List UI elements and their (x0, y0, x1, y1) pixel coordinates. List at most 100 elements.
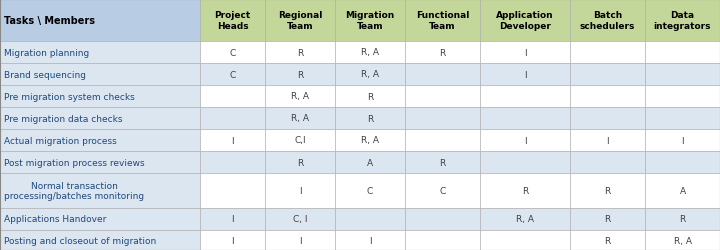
Text: I: I (681, 136, 684, 145)
Bar (265, 42, 335, 64)
Bar (405, 108, 480, 130)
Text: R: R (604, 186, 611, 195)
Bar (200, 130, 265, 152)
Bar (405, 230, 480, 250)
Text: Functional
Team: Functional Team (416, 11, 469, 30)
Bar (645, 42, 720, 64)
Bar (405, 86, 480, 108)
Text: Data
integrators: Data integrators (654, 11, 711, 30)
Text: C,I: C,I (294, 136, 306, 145)
Text: Posting and closeout of migration: Posting and closeout of migration (4, 236, 156, 246)
Bar (335, 152, 405, 173)
Text: Normal transaction
processing/batches monitoring: Normal transaction processing/batches mo… (4, 181, 144, 201)
Text: I: I (299, 186, 301, 195)
Bar (480, 173, 570, 208)
Bar (265, 86, 335, 108)
Bar (200, 108, 265, 130)
Bar (0, 208, 200, 230)
Bar (0, 86, 200, 108)
Bar (480, 42, 570, 64)
Bar (570, 42, 645, 64)
Bar (480, 208, 570, 230)
Text: Actual migration process: Actual migration process (4, 136, 117, 145)
Text: R, A: R, A (291, 114, 309, 123)
Bar (200, 64, 265, 86)
Bar (200, 208, 265, 230)
Bar (405, 208, 480, 230)
Text: C: C (230, 70, 235, 79)
Bar (645, 0, 720, 42)
Text: R: R (439, 158, 446, 167)
Bar (0, 230, 200, 250)
Text: Brand sequencing: Brand sequencing (4, 70, 86, 79)
Bar (335, 108, 405, 130)
Bar (480, 86, 570, 108)
Text: R: R (297, 158, 303, 167)
Text: R, A: R, A (361, 70, 379, 79)
Bar (480, 152, 570, 173)
Text: Pre migration system checks: Pre migration system checks (4, 92, 135, 101)
Bar (645, 152, 720, 173)
Bar (570, 64, 645, 86)
Bar (570, 0, 645, 42)
Bar (405, 42, 480, 64)
Text: Applications Handover: Applications Handover (4, 215, 107, 224)
Text: I: I (299, 236, 301, 246)
Text: I: I (523, 70, 526, 79)
Text: I: I (231, 236, 234, 246)
Bar (570, 230, 645, 250)
Bar (265, 152, 335, 173)
Bar (0, 152, 200, 173)
Bar (200, 0, 265, 42)
Text: R, A: R, A (516, 215, 534, 224)
Text: R, A: R, A (361, 48, 379, 57)
Bar (0, 0, 200, 42)
Bar (570, 208, 645, 230)
Text: A: A (367, 158, 373, 167)
Text: C: C (367, 186, 373, 195)
Text: R: R (604, 236, 611, 246)
Text: I: I (523, 136, 526, 145)
Bar (265, 64, 335, 86)
Bar (480, 130, 570, 152)
Text: I: I (231, 215, 234, 224)
Bar (570, 173, 645, 208)
Bar (0, 173, 200, 208)
Text: C: C (230, 48, 235, 57)
Bar (265, 173, 335, 208)
Bar (570, 152, 645, 173)
Bar (645, 130, 720, 152)
Bar (265, 130, 335, 152)
Text: R: R (439, 48, 446, 57)
Bar (570, 86, 645, 108)
Text: C: C (439, 186, 446, 195)
Bar (335, 130, 405, 152)
Bar (265, 208, 335, 230)
Bar (405, 130, 480, 152)
Bar (335, 208, 405, 230)
Bar (645, 208, 720, 230)
Text: I: I (523, 48, 526, 57)
Bar (480, 230, 570, 250)
Bar (265, 0, 335, 42)
Bar (645, 108, 720, 130)
Text: Tasks \ Members: Tasks \ Members (4, 16, 95, 26)
Text: Migration planning: Migration planning (4, 48, 89, 57)
Text: A: A (680, 186, 685, 195)
Bar (200, 42, 265, 64)
Text: R: R (522, 186, 528, 195)
Bar (645, 173, 720, 208)
Bar (200, 86, 265, 108)
Text: R: R (367, 92, 373, 101)
Text: I: I (606, 136, 609, 145)
Bar (645, 64, 720, 86)
Bar (335, 0, 405, 42)
Bar (570, 130, 645, 152)
Bar (480, 0, 570, 42)
Bar (200, 230, 265, 250)
Text: Regional
Team: Regional Team (278, 11, 322, 30)
Text: Migration
Team: Migration Team (346, 11, 395, 30)
Text: R, A: R, A (673, 236, 691, 246)
Text: Post migration process reviews: Post migration process reviews (4, 158, 145, 167)
Bar (645, 86, 720, 108)
